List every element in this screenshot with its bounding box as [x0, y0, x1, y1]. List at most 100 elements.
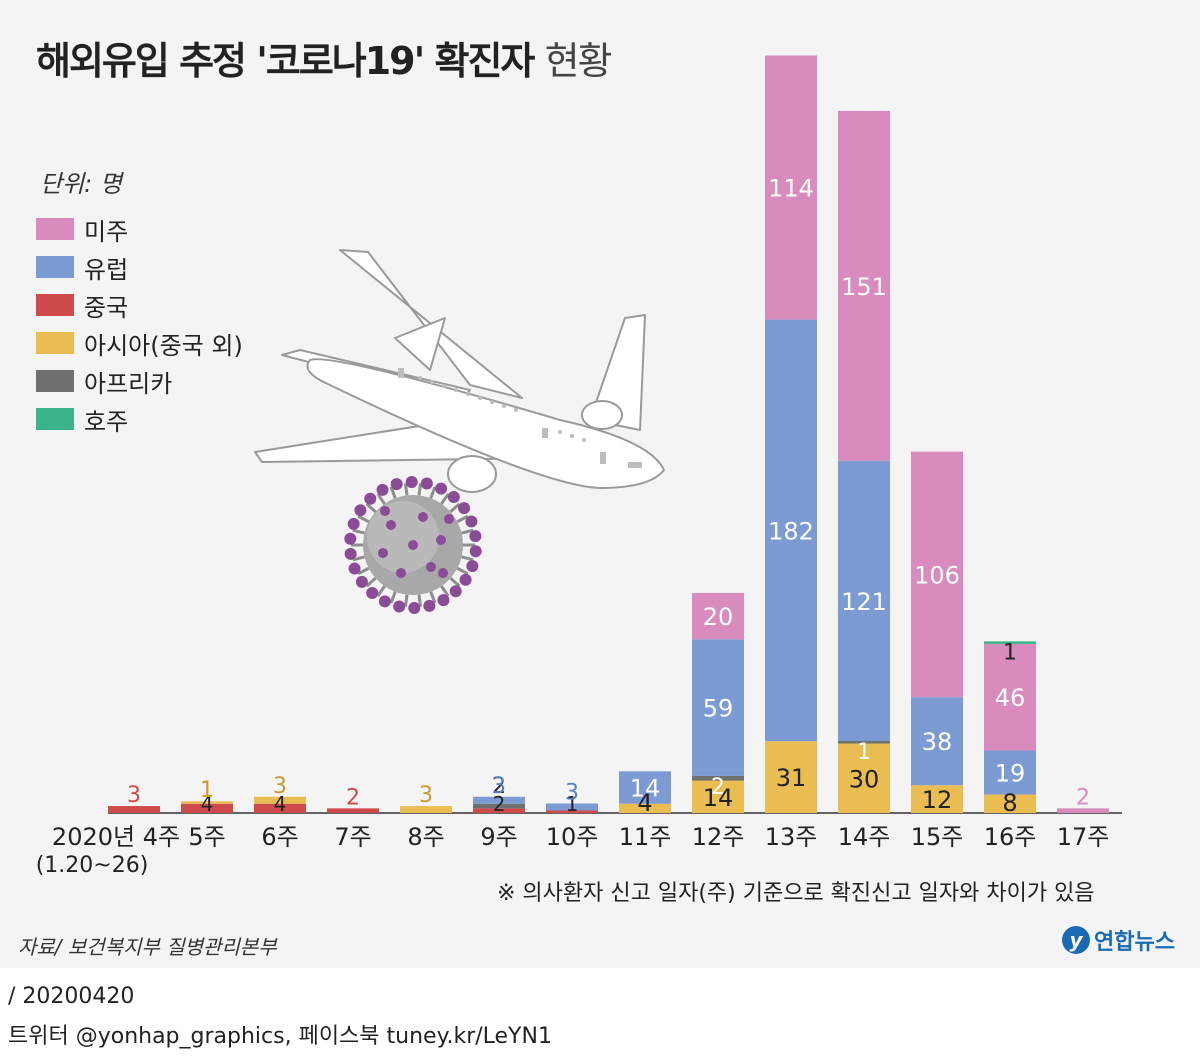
- bar-europe-10: [546, 803, 598, 811]
- legend-label-africa: 아프리카: [84, 369, 173, 398]
- x-tick-label-6: 6주: [261, 823, 298, 851]
- date-line: / 20200420: [8, 984, 135, 1009]
- x-tick-label-16: 16주: [984, 823, 1037, 851]
- page-title: 해외유입 추정 '코로나19' 확진자 현황: [36, 30, 613, 85]
- value-label-china-10: 1: [566, 792, 579, 816]
- value-label-china-4: 3: [127, 783, 141, 808]
- legend-label-asia: 아시아(중국 외): [84, 331, 243, 360]
- bar-asia-16: [984, 794, 1036, 813]
- logo-mark: y: [1062, 926, 1090, 954]
- legend-label-australia: 호주: [84, 407, 129, 436]
- bar-europe-9: [473, 796, 525, 804]
- x-tick-label-14: 14주: [838, 823, 891, 851]
- value-label-asia-6: 3: [273, 774, 287, 799]
- bar-europe-14: [838, 460, 890, 742]
- x-tick-label-4: 2020년 4주: [52, 823, 180, 851]
- legend-label-europe: 유럽: [84, 255, 129, 284]
- value-label-asia-8: 3: [419, 783, 433, 808]
- bar-australia-16: [984, 641, 1036, 644]
- legend-item-africa: 아프리카: [36, 366, 173, 398]
- bar-china-7: [327, 808, 379, 813]
- x-tick-label-layer: 2020년 4주(1.20~26) 5주 6주 7주 8주 9주 10주 11주 12주 13주 1…: [36, 823, 1110, 878]
- legend-label-americas: 미주: [84, 217, 129, 246]
- legend-item-asia: 아시아(중국 외): [36, 328, 243, 360]
- value-label-africa-12: 2: [711, 775, 725, 800]
- value-label-china-9: 2: [493, 792, 506, 816]
- bar-americas-17: [1057, 808, 1109, 813]
- footnote: ※ 의사환자 신고 일자(주) 기준으로 확진신고 일자와 차이가 있음: [497, 881, 1095, 906]
- x-tick-label-11: 11주: [619, 823, 672, 851]
- virus-icon: [344, 476, 482, 614]
- airplane-icon: [254, 249, 665, 493]
- bar-americas-14: [838, 110, 890, 461]
- x-tick-label-13: 13주: [765, 823, 818, 851]
- value-label-americas-16: 46: [995, 684, 1026, 712]
- logo-text: 연합뉴스: [1094, 930, 1175, 955]
- legend-swatch-africa: [36, 370, 74, 392]
- legend-label-china: 중국: [84, 293, 129, 322]
- bar-europe-13: [765, 319, 817, 742]
- legend-swatch-americas: [36, 218, 74, 240]
- bar-china-9: [473, 808, 525, 813]
- source-credit: 자료/ 보건복지부 질병관리본부: [18, 935, 277, 959]
- value-label-australia-16: 1: [1003, 640, 1017, 665]
- value-label-europe-10: 3: [565, 781, 579, 806]
- value-label-europe-9: 3: [492, 774, 506, 799]
- x-tick-label-10: 10주: [546, 823, 599, 851]
- title-bold: 해외유입 추정 '코로나19' 확진자: [36, 39, 535, 83]
- value-label-asia-14: 30: [849, 765, 880, 793]
- x-tick-label-12: 12주: [692, 823, 745, 851]
- legend-swatch-australia: [36, 408, 74, 430]
- value-label-china-5: 4: [201, 792, 214, 816]
- value-label-asia-15: 12: [922, 786, 953, 814]
- x-tick-label-5: 5주: [188, 823, 225, 851]
- x-tick-label-8: 8주: [407, 823, 444, 851]
- bar-asia-11: [619, 803, 671, 813]
- bar-asia-15: [911, 785, 963, 813]
- bar-asia-6: [254, 796, 306, 804]
- legend-item-europe: 유럽: [36, 252, 129, 284]
- value-label-americas-17: 2: [1076, 785, 1090, 810]
- value-label-china-7: 2: [346, 785, 360, 810]
- title-light: 현황: [544, 39, 613, 83]
- bar-europe-11: [619, 771, 671, 804]
- x-tick-label-17: 17주: [1057, 823, 1110, 851]
- value-label-europe-11: 14: [630, 775, 661, 803]
- bar-asia-5: [181, 801, 233, 804]
- value-label-europe-15: 38: [922, 728, 953, 756]
- bar-americas-16: [984, 643, 1036, 751]
- bar-china-5: [181, 803, 233, 813]
- bar-china-4: [108, 806, 160, 813]
- bar-china-10: [546, 810, 598, 813]
- x-tick-label-15: 15주: [911, 823, 964, 851]
- legend-item-china: 중국: [36, 290, 129, 322]
- value-label-europe-13: 182: [768, 517, 814, 545]
- bar-asia-13: [765, 741, 817, 813]
- yonhap-logo: y 연합뉴스: [1062, 924, 1175, 956]
- bar-china-6: [254, 803, 306, 813]
- value-label-americas-13: 114: [768, 175, 814, 203]
- social-line: 트위터 @yonhap_graphics, 페이스북 tuney.kr/LeYN…: [8, 1024, 552, 1049]
- bar-americas-13: [765, 55, 817, 320]
- bar-africa-12: [692, 775, 744, 781]
- bar-europe-12: [692, 639, 744, 776]
- value-label-americas-15: 106: [914, 561, 960, 589]
- value-label-china-6: 4: [274, 792, 287, 816]
- bar-europe-15: [911, 697, 963, 786]
- value-label-asia-5: 1: [200, 778, 214, 803]
- bar-asia-12: [692, 780, 744, 813]
- value-label-americas-14: 151: [841, 273, 887, 301]
- bar-africa-9: [473, 803, 525, 809]
- value-label-europe-12: 59: [703, 695, 734, 723]
- legend-swatch-europe: [36, 256, 74, 278]
- legend-item-americas: 미주: [36, 214, 129, 246]
- x-tick-label-9: 9주: [480, 823, 517, 851]
- value-label-africa-9: 2: [492, 774, 506, 799]
- value-label-europe-16: 19: [995, 759, 1026, 787]
- bar-asia-14: [838, 743, 890, 813]
- bar-americas-15: [911, 451, 963, 698]
- legend-swatch-china: [36, 294, 74, 316]
- bar-europe-16: [984, 750, 1036, 795]
